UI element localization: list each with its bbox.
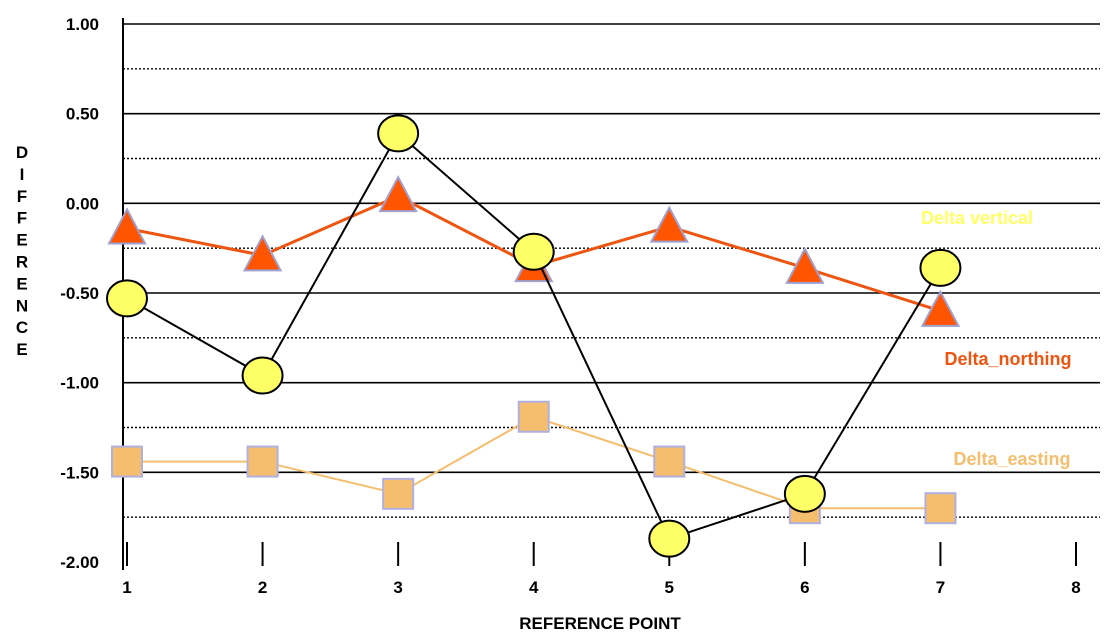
y-tick-label: -0.50 [60, 284, 99, 303]
series-delta-vertical [106, 114, 962, 558]
y-tick-label: -2.00 [60, 553, 99, 572]
data-point-circle [106, 279, 148, 318]
data-point-square [653, 445, 686, 478]
data-point-circle [783, 474, 826, 513]
y-axis-title-letter: E [16, 231, 27, 250]
data-point-triangle [785, 246, 825, 284]
x-tick-label: 8 [1071, 578, 1080, 597]
y-axis-title-letter: N [16, 296, 28, 315]
data-point-square [111, 445, 143, 478]
y-tick-label: 1.00 [66, 15, 99, 34]
legend-label: Delta vertical [921, 208, 1033, 228]
y-tick-label: -1.50 [60, 463, 99, 482]
y-axis-title-letter: D [16, 143, 28, 162]
data-point-square [382, 477, 415, 510]
data-point-triangle [920, 289, 961, 327]
y-axis-title-letter: C [16, 318, 28, 337]
data-point-circle [241, 356, 284, 395]
x-tick-label: 3 [393, 578, 402, 597]
legend: Delta vertical Delta_northing Delta_eastin… [921, 208, 1072, 469]
x-tick-label: 7 [936, 578, 945, 597]
grid [123, 23, 1100, 518]
y-tick-label: 0.50 [66, 105, 99, 124]
data-point-circle [919, 248, 962, 287]
data-point-square [246, 445, 279, 478]
legend-label: Delta_easting [953, 449, 1070, 469]
tick-labels: 1.00 0.50 0.00 -0.50 -1.00 -1.50 -2.00 1 2 3 4 5 6 7 8 [60, 15, 1080, 597]
y-axis-title-letter: R [16, 253, 28, 272]
y-tick-label: -1.00 [60, 374, 99, 393]
x-tick-label: 2 [258, 578, 267, 597]
data-point-triangle [107, 207, 147, 245]
x-tick-label: 1 [122, 578, 131, 597]
y-axis-title-letter: F [17, 187, 27, 206]
y-axis-title-letter: E [16, 274, 27, 293]
y-axis-title-letter: E [16, 340, 27, 359]
series-line [126, 131, 942, 540]
series-group [106, 114, 962, 558]
data-point-square [924, 492, 957, 525]
y-axis-title-letter: I [20, 165, 25, 184]
data-point-triangle [242, 234, 283, 272]
x-tick-label: 4 [529, 578, 539, 597]
data-point-circle [377, 114, 420, 153]
data-point-circle [648, 519, 691, 558]
data-point-circle [512, 232, 555, 271]
data-point-square [517, 400, 550, 433]
x-tick-label: 5 [665, 578, 674, 597]
series-delta-easting [111, 400, 957, 525]
y-tick-label: 0.00 [66, 194, 99, 213]
x-tick-label: 6 [800, 578, 809, 597]
data-point-triangle [378, 175, 418, 213]
axes [122, 18, 1077, 570]
y-axis-title-letter: F [17, 209, 27, 228]
legend-label: Delta_northing [944, 349, 1071, 369]
data-point-triangle [649, 205, 689, 243]
x-axis-title: REFERENCE POINT [519, 614, 681, 633]
